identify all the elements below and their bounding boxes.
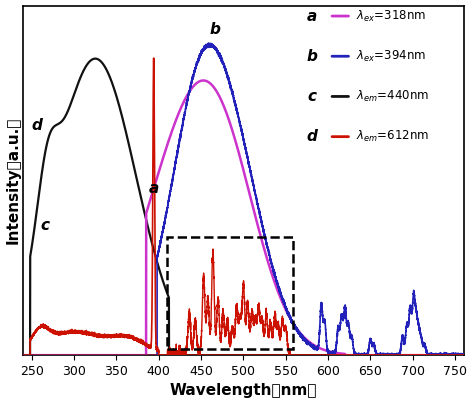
Text: c: c bbox=[40, 218, 49, 233]
Bar bbox=[167, 237, 292, 349]
Text: $\lambda_{ex}$=394nm: $\lambda_{ex}$=394nm bbox=[356, 49, 426, 64]
Text: d: d bbox=[32, 118, 43, 133]
Text: a: a bbox=[307, 8, 317, 23]
Text: c: c bbox=[307, 89, 316, 104]
Text: b: b bbox=[210, 22, 220, 37]
Text: $\lambda_{em}$=612nm: $\lambda_{em}$=612nm bbox=[356, 129, 429, 144]
Y-axis label: Intensity（a.u.）: Intensity（a.u.） bbox=[6, 117, 20, 244]
Text: $\lambda_{ex}$=318nm: $\lambda_{ex}$=318nm bbox=[356, 8, 426, 23]
X-axis label: Wavelength（nm）: Wavelength（nm） bbox=[170, 383, 317, 398]
Text: d: d bbox=[306, 129, 317, 144]
Text: a: a bbox=[149, 181, 159, 196]
Text: b: b bbox=[306, 49, 317, 64]
Text: $\lambda_{em}$=440nm: $\lambda_{em}$=440nm bbox=[356, 89, 429, 104]
